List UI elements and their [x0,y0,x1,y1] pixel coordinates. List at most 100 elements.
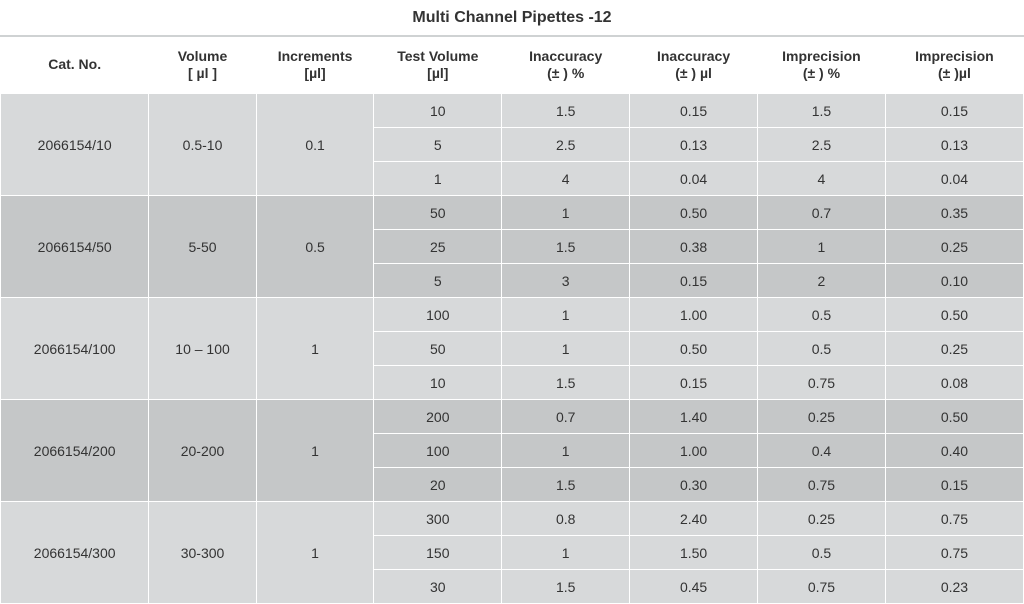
cell-volume: 0.5-10 [149,94,256,196]
cell-inacc-ul: 0.45 [630,570,758,604]
cell-imprec-ul: 0.40 [885,434,1023,468]
cell-inacc-pct: 1.5 [502,366,630,400]
cell-inacc-ul: 0.15 [630,366,758,400]
cell-catno: 2066154/100 [1,298,149,400]
col-header-inacc-ul: Inaccuracy(± ) µl [630,36,758,94]
cell-imprec-pct: 1.5 [758,94,886,128]
cell-imprec-ul: 0.15 [885,468,1023,502]
col-header-volume: Volume[ µl ] [149,36,256,94]
cell-imprec-ul: 0.75 [885,502,1023,536]
cell-inacc-pct: 1 [502,298,630,332]
col-header-catno: Cat. No. [1,36,149,94]
cell-testvolume: 200 [374,400,502,434]
col-header-testvolume: Test Volume[µl] [374,36,502,94]
table-row: 2066154/10010 – 100110011.000.50.50 [1,298,1024,332]
cell-inacc-ul: 2.40 [630,502,758,536]
cell-inacc-pct: 4 [502,162,630,196]
cell-testvolume: 30 [374,570,502,604]
cell-testvolume: 100 [374,434,502,468]
cell-inacc-ul: 0.38 [630,230,758,264]
cell-catno: 2066154/200 [1,400,149,502]
cell-imprec-pct: 2 [758,264,886,298]
cell-imprec-pct: 1 [758,230,886,264]
cell-imprec-pct: 0.25 [758,400,886,434]
cell-volume: 5-50 [149,196,256,298]
cell-imprec-pct: 0.75 [758,366,886,400]
cell-inacc-pct: 1.5 [502,94,630,128]
cell-testvolume: 100 [374,298,502,332]
cell-inacc-pct: 1 [502,196,630,230]
cell-imprec-ul: 0.15 [885,94,1023,128]
cell-inacc-ul: 0.15 [630,264,758,298]
cell-catno: 2066154/300 [1,502,149,604]
cell-imprec-pct: 0.7 [758,196,886,230]
cell-inacc-pct: 1.5 [502,230,630,264]
cell-imprec-pct: 0.5 [758,536,886,570]
cell-inacc-pct: 1 [502,536,630,570]
cell-inacc-pct: 1 [502,332,630,366]
cell-imprec-pct: 0.5 [758,332,886,366]
cell-increments: 0.1 [256,94,374,196]
col-header-increments: Increments[µl] [256,36,374,94]
cell-increments: 1 [256,298,374,400]
cell-imprec-ul: 0.50 [885,298,1023,332]
cell-imprec-pct: 0.4 [758,434,886,468]
cell-imprec-ul: 0.25 [885,332,1023,366]
cell-increments: 1 [256,400,374,502]
table-body: 2066154/100.5-100.1101.50.151.50.1552.50… [1,94,1024,604]
cell-inacc-pct: 1.5 [502,468,630,502]
cell-inacc-pct: 3 [502,264,630,298]
cell-inacc-ul: 1.50 [630,536,758,570]
cell-testvolume: 20 [374,468,502,502]
cell-inacc-ul: 0.04 [630,162,758,196]
cell-inacc-pct: 2.5 [502,128,630,162]
cell-imprec-pct: 4 [758,162,886,196]
table-title: Multi Channel Pipettes -12 [1,1,1024,37]
cell-imprec-ul: 0.10 [885,264,1023,298]
col-header-imprec-pct: Imprecision(± ) % [758,36,886,94]
cell-inacc-pct: 0.8 [502,502,630,536]
cell-imprec-pct: 2.5 [758,128,886,162]
table-row: 2066154/100.5-100.1101.50.151.50.15 [1,94,1024,128]
cell-testvolume: 5 [374,128,502,162]
cell-imprec-pct: 0.5 [758,298,886,332]
cell-inacc-ul: 0.15 [630,94,758,128]
cell-imprec-pct: 0.75 [758,570,886,604]
cell-testvolume: 300 [374,502,502,536]
col-header-imprec-ul: Imprecision(± )µl [885,36,1023,94]
table-row: 2066154/30030-30013000.82.400.250.75 [1,502,1024,536]
col-header-inacc-pct: Inaccuracy(± ) % [502,36,630,94]
pipette-table: Multi Channel Pipettes -12 Cat. No. Volu… [0,0,1024,604]
cell-imprec-pct: 0.75 [758,468,886,502]
cell-imprec-ul: 0.75 [885,536,1023,570]
cell-imprec-ul: 0.08 [885,366,1023,400]
cell-inacc-ul: 1.00 [630,298,758,332]
cell-testvolume: 150 [374,536,502,570]
cell-imprec-ul: 0.50 [885,400,1023,434]
cell-imprec-ul: 0.35 [885,196,1023,230]
cell-inacc-ul: 0.50 [630,196,758,230]
cell-volume: 30-300 [149,502,256,604]
cell-inacc-ul: 0.30 [630,468,758,502]
cell-testvolume: 10 [374,366,502,400]
cell-increments: 0.5 [256,196,374,298]
cell-imprec-ul: 0.23 [885,570,1023,604]
cell-testvolume: 10 [374,94,502,128]
cell-testvolume: 50 [374,332,502,366]
cell-testvolume: 5 [374,264,502,298]
cell-inacc-pct: 1 [502,434,630,468]
cell-testvolume: 1 [374,162,502,196]
cell-catno: 2066154/10 [1,94,149,196]
cell-volume: 10 – 100 [149,298,256,400]
cell-catno: 2066154/50 [1,196,149,298]
title-row: Multi Channel Pipettes -12 [1,1,1024,37]
cell-imprec-pct: 0.25 [758,502,886,536]
cell-testvolume: 50 [374,196,502,230]
cell-testvolume: 25 [374,230,502,264]
table-wrap: Multi Channel Pipettes -12 Cat. No. Volu… [0,0,1024,604]
cell-imprec-ul: 0.25 [885,230,1023,264]
cell-inacc-ul: 1.40 [630,400,758,434]
cell-imprec-ul: 0.04 [885,162,1023,196]
cell-inacc-ul: 0.50 [630,332,758,366]
table-row: 2066154/20020-20012000.71.400.250.50 [1,400,1024,434]
